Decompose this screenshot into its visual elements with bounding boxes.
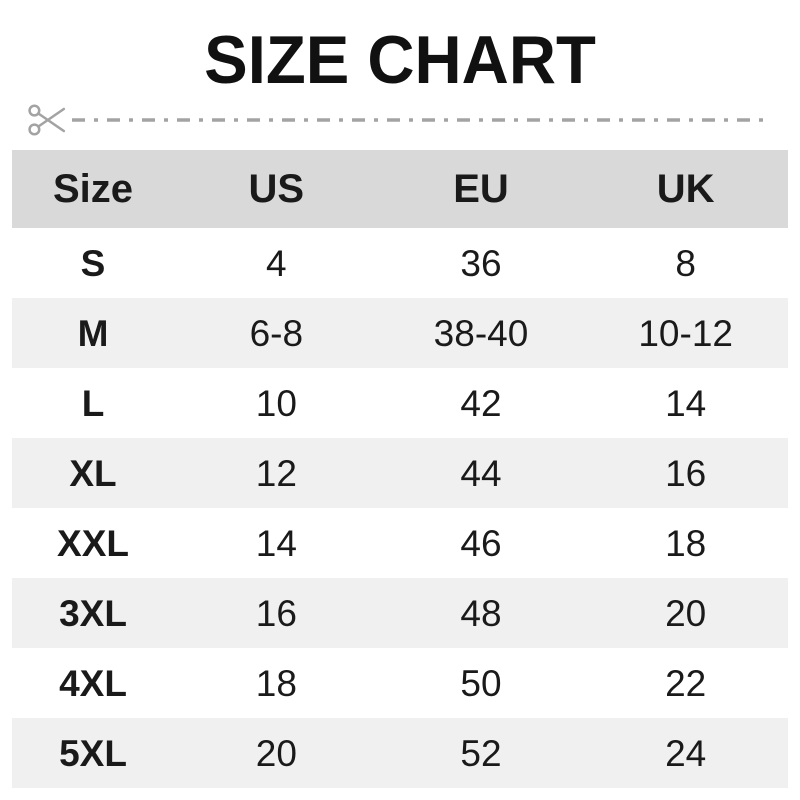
cell-us: 16	[255, 592, 297, 634]
size-table-body: S 4 36 8 M 6-8 38-40 10-12 L 10 42 14 XL 12 44 16 XXL 14 4…	[12, 228, 788, 788]
cell-us: 4	[266, 242, 287, 284]
cell-size: XL	[69, 452, 117, 494]
header-row: Size US EU UK	[12, 150, 788, 228]
cell-us: 18	[255, 662, 297, 704]
cell-size: 3XL	[59, 592, 127, 634]
cell-uk: 14	[665, 382, 707, 424]
cell-size: S	[80, 242, 106, 284]
scissors-icon	[28, 104, 66, 136]
cell-eu: 50	[460, 662, 502, 704]
cell-size: XXL	[57, 522, 129, 564]
cell-us: 20	[255, 732, 297, 774]
cell-size: M	[77, 312, 109, 354]
table-row: XL 12 44 16	[12, 438, 788, 508]
header-cell-us: US	[248, 167, 305, 211]
table-row: L 10 42 14	[12, 368, 788, 438]
cell-eu: 36	[460, 242, 502, 284]
cell-us: 10	[255, 382, 297, 424]
header-cell-eu: EU	[453, 167, 509, 211]
table-row: M 6-8 38-40 10-12	[12, 298, 788, 368]
cell-us: 14	[255, 522, 297, 564]
page-title: SIZE CHART	[204, 22, 596, 98]
header-cell-uk: UK	[656, 167, 715, 211]
cell-eu: 42	[460, 382, 502, 424]
cell-uk: 18	[665, 522, 707, 564]
table-row: 5XL 20 52 24	[12, 718, 788, 788]
cell-uk: 24	[665, 732, 707, 774]
cell-size: 4XL	[59, 662, 127, 704]
cut-line	[0, 98, 800, 142]
table-row: S 4 36 8	[12, 228, 788, 298]
cell-us: 12	[255, 452, 297, 494]
cell-uk: 8	[675, 242, 696, 284]
cell-us: 6-8	[249, 312, 304, 354]
header-cell-size: Size	[52, 167, 134, 211]
cell-uk: 10-12	[638, 312, 733, 354]
cell-uk: 20	[665, 592, 707, 634]
size-table: Size US EU UK S 4 36 8 M 6-8 38-40 10-12 L 10 42 14…	[12, 150, 788, 788]
cell-size: 5XL	[59, 732, 127, 774]
cell-eu: 52	[460, 732, 502, 774]
cell-uk: 22	[665, 662, 707, 704]
cell-uk: 16	[665, 452, 707, 494]
table-row: XXL 14 46 18	[12, 508, 788, 578]
cell-eu: 46	[460, 522, 502, 564]
cut-dash-line	[72, 118, 766, 122]
cell-eu: 38-40	[433, 312, 529, 354]
cell-eu: 44	[460, 452, 502, 494]
table-row: 4XL 18 50 22	[12, 648, 788, 718]
table-row: 3XL 16 48 20	[12, 578, 788, 648]
cell-size: L	[81, 382, 105, 424]
cell-eu: 48	[460, 592, 502, 634]
